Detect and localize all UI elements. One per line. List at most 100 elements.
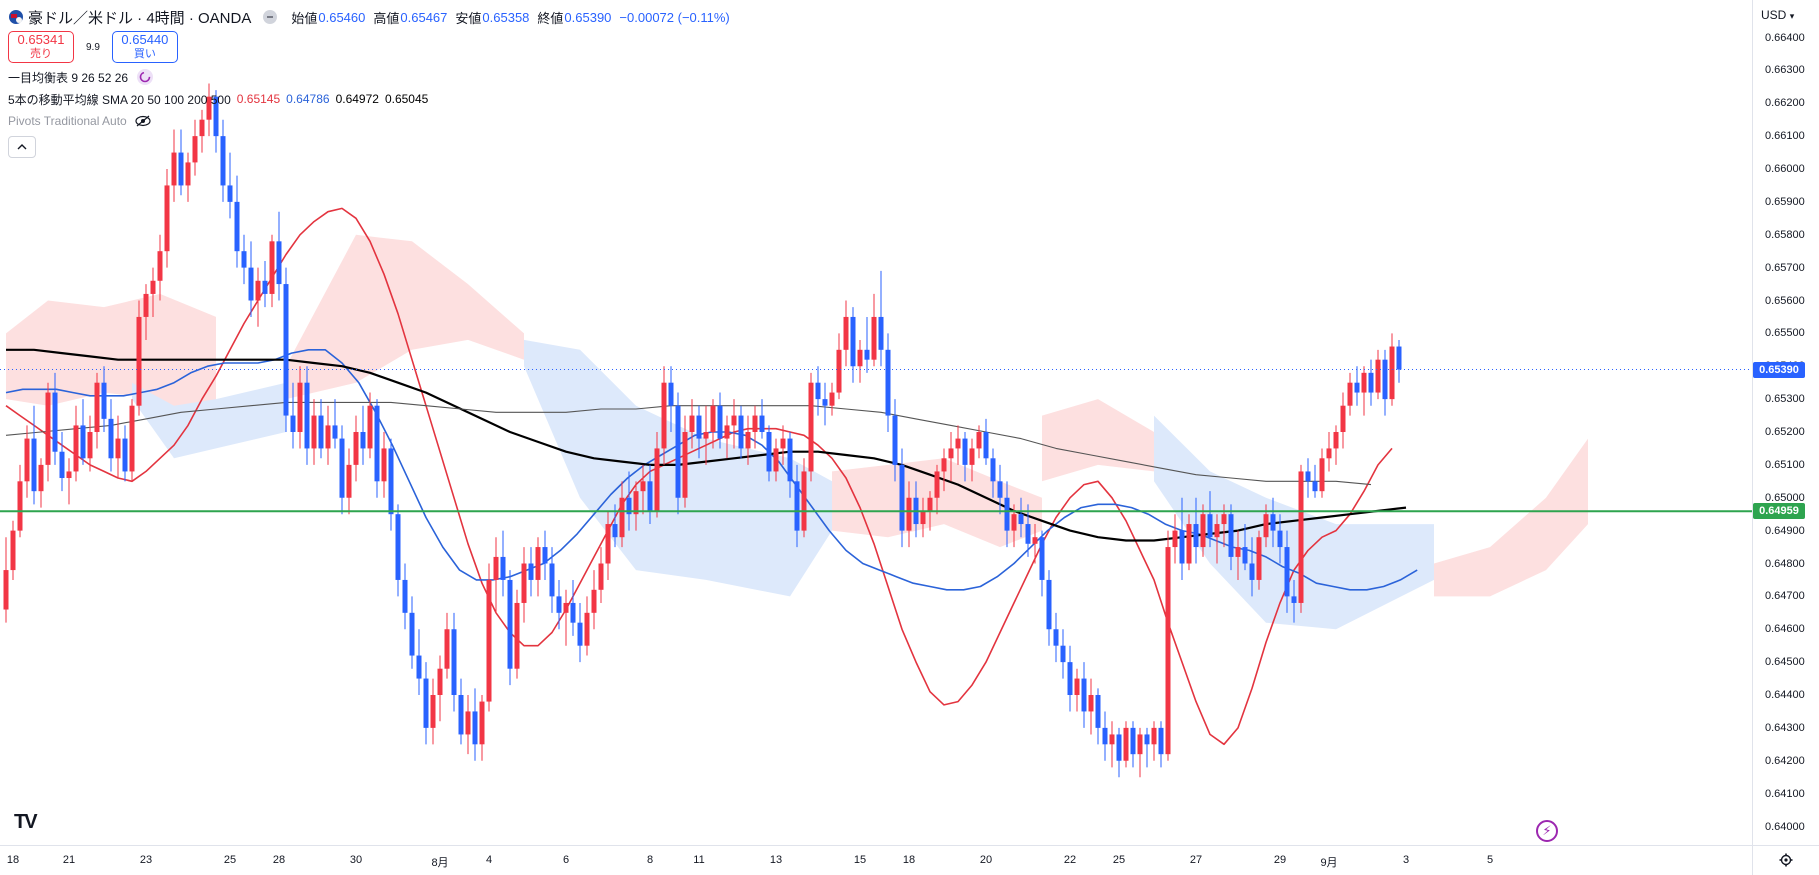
candle [1172,514,1178,564]
candle-body [500,556,506,580]
price-tick-label: 0.64900 [1765,524,1805,537]
close-value: 0.65390 [564,9,612,25]
minimize-icon[interactable] [263,10,278,24]
candle [269,234,275,308]
sma-line-3 [5,401,1372,486]
candle-body [864,349,870,360]
candle [1018,497,1024,538]
open-value: 0.65460 [318,9,366,25]
price-tick-label: 0.64200 [1765,754,1805,767]
time-tick-label: 15 [853,854,867,866]
candle [66,458,72,505]
candle [1200,504,1206,557]
collapse-legend-button[interactable] [8,136,36,158]
lightning-icon[interactable]: ⚡ [1536,820,1558,842]
candle-body [311,415,317,449]
candle [577,602,583,663]
time-tick-label: 6 [562,854,570,866]
candle-body [787,438,793,482]
candle-body [318,415,324,449]
tradingview-logo[interactable]: TV [14,811,38,833]
candle-body [759,415,765,432]
candle-body [962,438,968,465]
candle-body [997,481,1003,498]
time-axis[interactable]: 18 21 23 25 28 30 8月 4 6 8 11 13 15 18 20 22 25 27 29 9月 3 5 [0,845,1752,875]
candle-body [717,405,723,439]
candle [843,300,849,367]
sma-legend[interactable]: 5本の移動平均線 SMA 20 50 100 200 500 0.65145 0… [8,88,730,110]
price-tick-label: 0.66300 [1765,64,1805,77]
candle-body [1074,678,1080,695]
candle [1368,359,1374,406]
change-value: −0.00072 (−0.11%) [619,9,730,25]
candle-body [276,241,282,285]
candle-body [584,612,590,646]
candle-body [661,382,667,449]
candle [80,399,86,465]
candle-body [934,471,940,498]
candle [1186,514,1192,571]
eye-hidden-icon[interactable] [135,115,151,127]
candle [962,432,968,482]
candle-body [556,596,562,613]
price-lines [0,369,1752,513]
price-axis[interactable]: USD ▾ 0.64000 0.64100 0.64200 0.64300 0.6440… [1752,0,1819,845]
candle [171,129,177,202]
candle-body [724,425,730,439]
symbol-row: 豪ドル／米ドル · 4時間 · OANDA 始値 0.65460 高値 0.6546… [8,6,730,28]
candle [640,464,646,515]
buy-button[interactable]: 0.65440 買い [111,31,178,63]
price-tick-label: 0.65200 [1765,426,1805,438]
candle-body [1235,547,1241,557]
candle [1095,688,1101,745]
sell-button[interactable]: 0.65341 売り [8,31,74,63]
candle [150,267,156,317]
candle-body [1389,346,1395,400]
candle-body [1382,359,1388,400]
candle [115,415,121,479]
candle-body [360,432,366,449]
candle [710,399,716,449]
candle [276,211,282,301]
candle [1361,366,1367,416]
candle [241,234,247,285]
gear-icon[interactable] [1779,853,1793,867]
candle-body [1018,514,1024,525]
sma200-value: 0.65045 [384,92,429,106]
pivots-label: Pivots Traditional Auto [8,114,127,128]
candlestick-chart[interactable] [0,0,1752,845]
buy-label: 買い [133,48,156,60]
candle-body [619,497,625,538]
candle-body [1165,547,1171,755]
candle-body [1179,530,1185,564]
price-tick-label: 0.64800 [1765,557,1805,570]
level-price-tag: 0.64959 [1753,503,1805,520]
candle [563,589,569,646]
ichimoku-legend[interactable]: 一目均衡表 9 26 52 26 [8,66,730,88]
buy-price: 0.65440 [121,32,169,47]
time-tick-label: 5 [1486,854,1494,866]
candle-body [1333,432,1339,449]
symbol-title[interactable]: 豪ドル／米ドル · 4時間 · OANDA [28,9,252,27]
pivots-legend[interactable]: Pivots Traditional Auto [8,110,730,132]
candle-body [101,382,107,419]
candle-body [549,563,555,597]
candle-body [1312,481,1318,492]
chart-plot-area[interactable]: 豪ドル／米ドル · 4時間 · OANDA 始値 0.65460 高値 0.6546… [0,0,1752,845]
candle-body [241,251,247,268]
axis-settings[interactable] [1752,845,1819,875]
candle-body [773,448,779,472]
candle [1053,612,1059,663]
price-tick-label: 0.64400 [1765,689,1805,701]
time-tick-label: 3 [1402,854,1410,866]
candle [402,563,408,630]
sell-label: 売り [30,48,52,60]
candle-body [1263,514,1269,538]
currency-selector[interactable]: USD ▾ [1761,8,1794,22]
price-tick-label: 0.64700 [1765,590,1805,603]
candle-body [1228,514,1234,557]
loading-icon [137,69,154,85]
candle-body [346,464,352,498]
current-price-tag: 0.65390 [1753,361,1805,378]
candle [626,471,632,531]
